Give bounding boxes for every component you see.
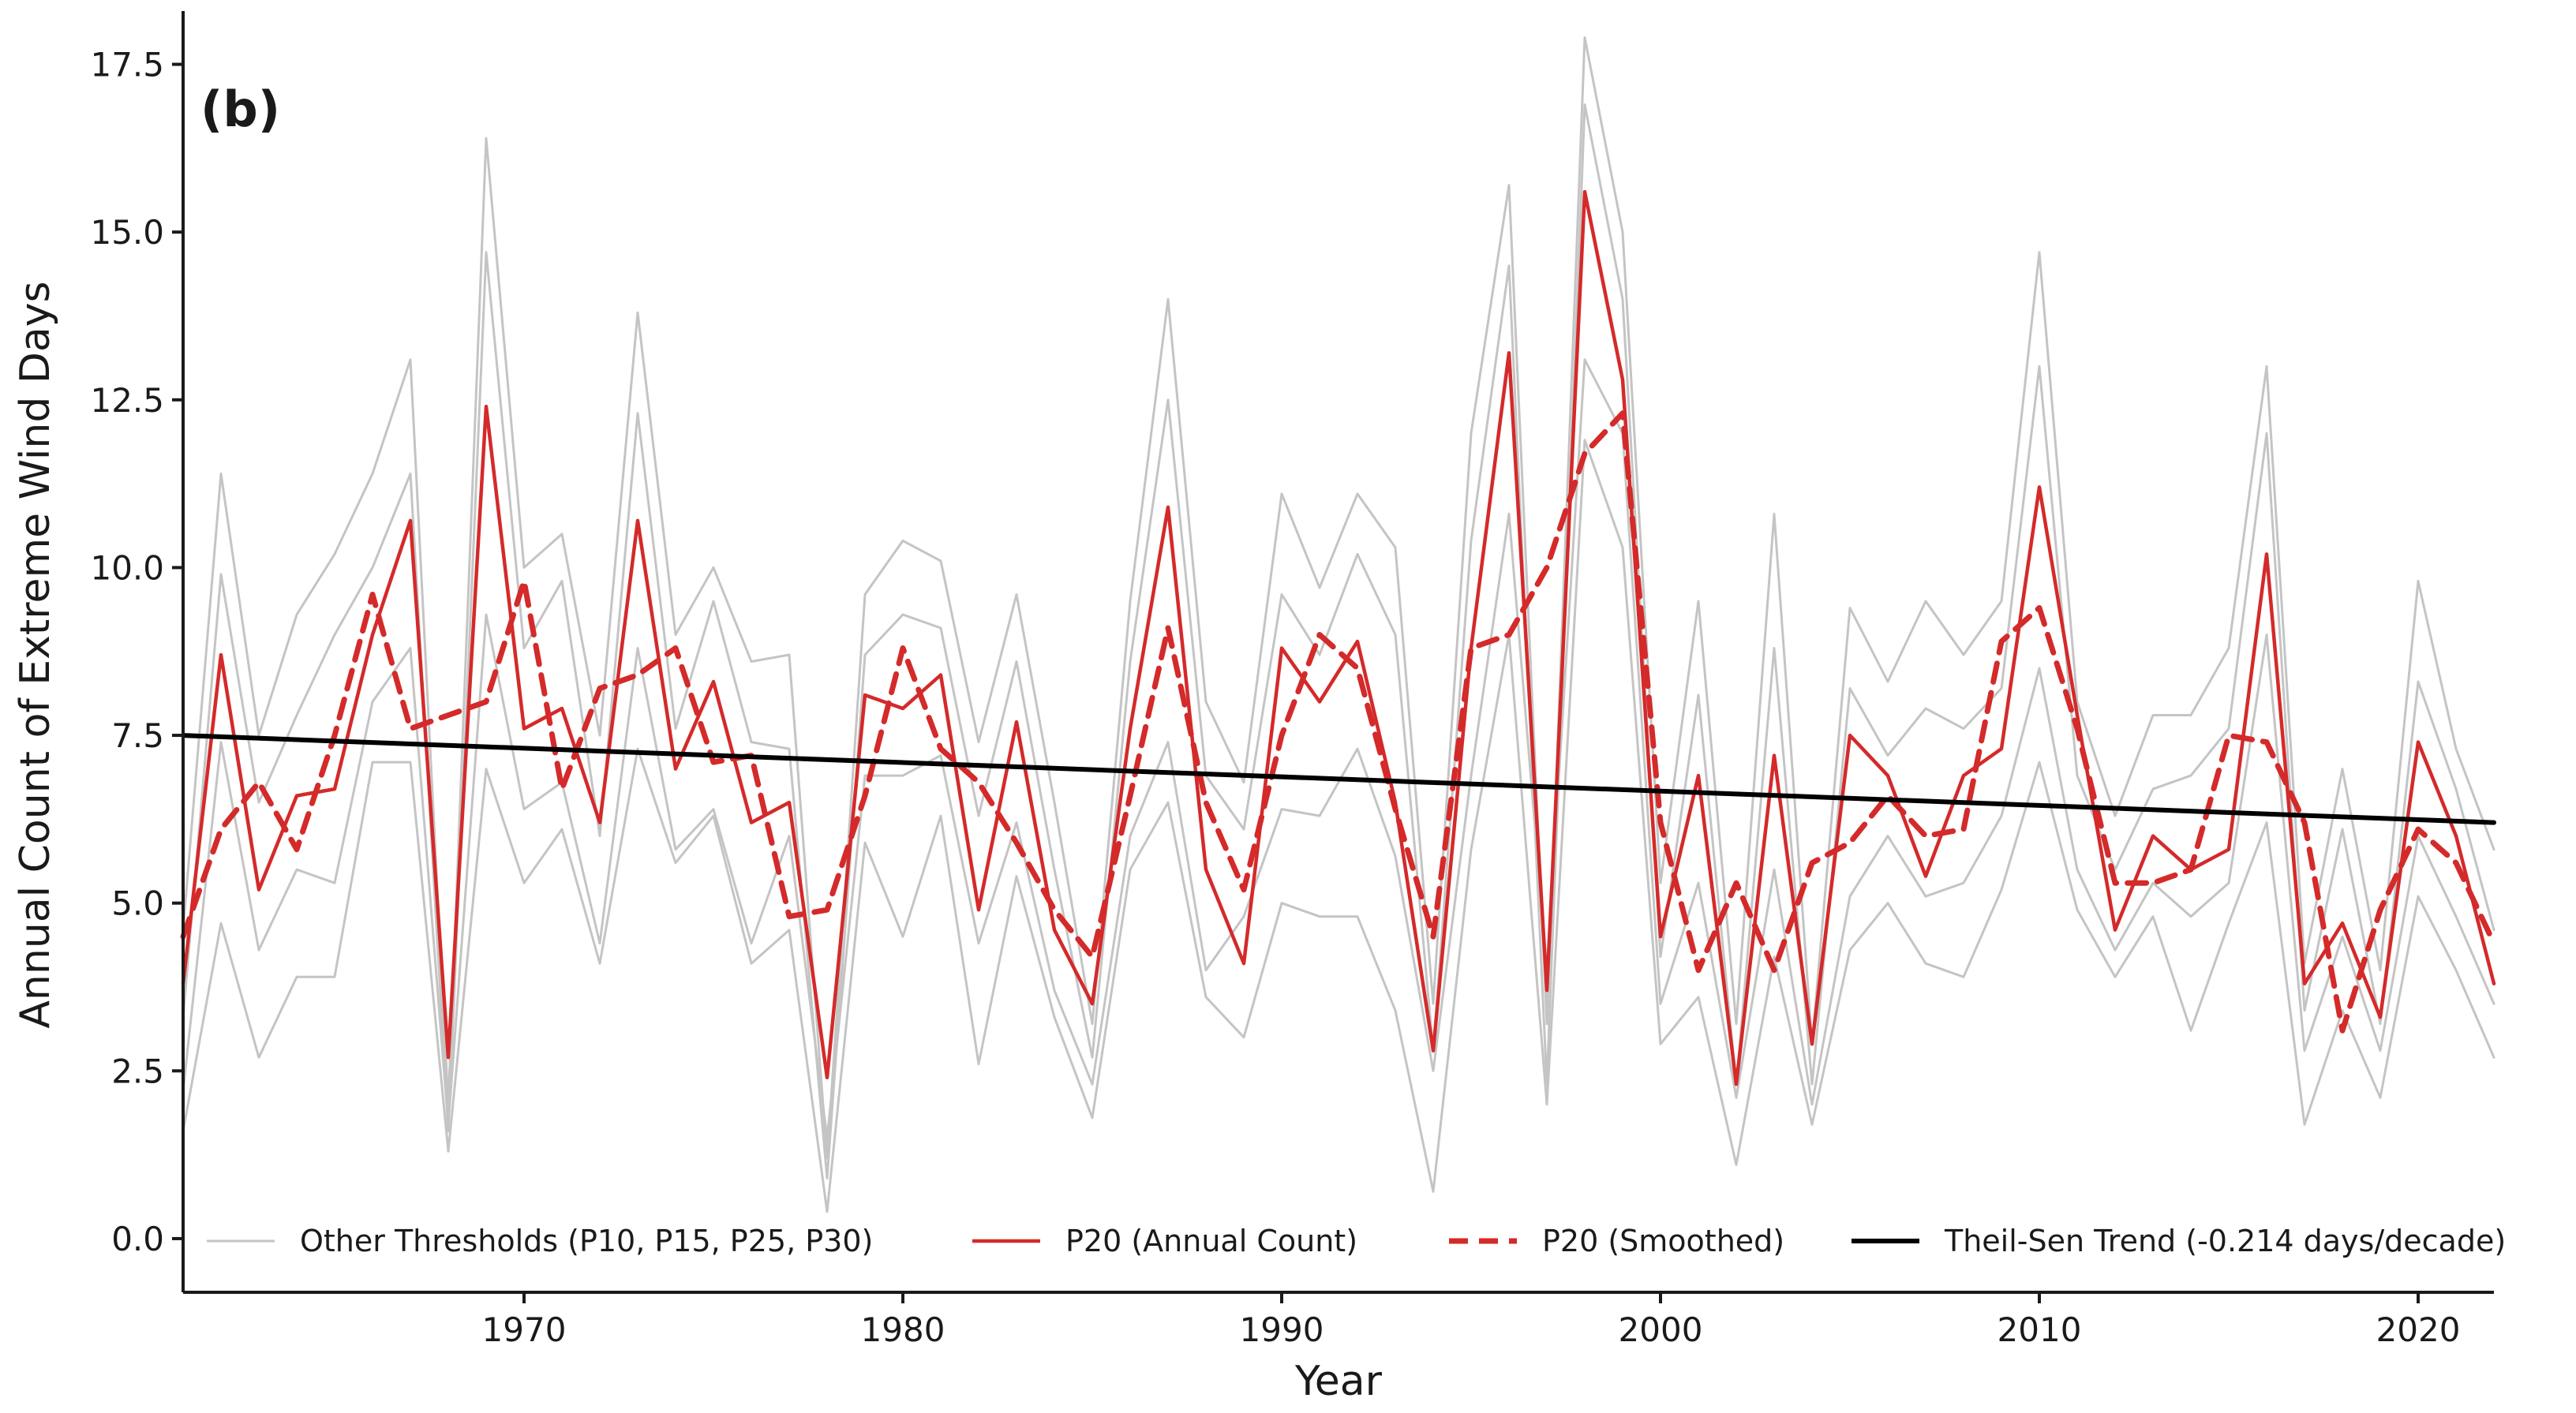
y-axis-title: Annual Count of Extreme Wind Days [12, 281, 59, 1028]
y-ticks: 0.0 2.5 5.0 7.5 10.0 12.5 15.0 17.5 [90, 46, 183, 1258]
x-tick-label: 2000 [1619, 1310, 1703, 1349]
legend-label-trend: Theil-Sen Trend (-0.214 days/decade) [1944, 1224, 2506, 1258]
y-tick-label: 2.5 [111, 1052, 164, 1090]
legend-label-other: Other Thresholds (P10, P15, P25, P30) [300, 1224, 873, 1258]
y-tick-label: 15.0 [90, 213, 164, 252]
series-line-theil-sen-trend [181, 733, 2496, 825]
legend-label-annual: P20 (Annual Count) [1065, 1224, 1357, 1258]
y-tick-label: 0.0 [111, 1220, 164, 1258]
axes-layer [182, 11, 2494, 1294]
x-tick-label: 1990 [1240, 1310, 1324, 1349]
series-line-p25 [182, 358, 2496, 1139]
x-ticks: 1970 1980 1990 2000 2010 2020 [482, 1292, 2461, 1349]
y-tick-label: 12.5 [90, 381, 164, 420]
series-line-p15 [182, 103, 2496, 1179]
series-line-p30 [182, 439, 2496, 1213]
x-axis-title: Year [1294, 1358, 1383, 1405]
y-tick-label: 5.0 [111, 884, 164, 923]
x-tick-label: 1970 [482, 1310, 567, 1349]
series-line-p20-annual-count [181, 189, 2496, 1086]
y-tick-label: 10.0 [90, 548, 164, 587]
x-tick-label: 2020 [2376, 1310, 2461, 1349]
y-tick-label: 17.5 [90, 46, 164, 84]
y-tick-label: 7.5 [111, 716, 164, 755]
series-line-p20-smoothed [180, 410, 2497, 1034]
legend-label-smoothed: P20 (Smoothed) [1542, 1224, 1784, 1258]
series-layer [180, 36, 2497, 1213]
legend: Other Thresholds (P10, P15, P25, P30) P20… [207, 1224, 2506, 1258]
x-tick-label: 2010 [1998, 1310, 2082, 1349]
panel-label: (b) [200, 80, 280, 138]
x-tick-label: 1980 [861, 1310, 945, 1349]
series-line-p10 [182, 36, 2496, 1160]
